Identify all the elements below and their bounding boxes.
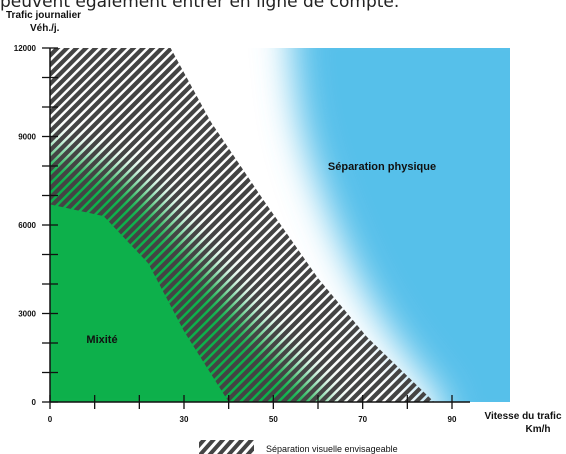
hatch-stripe (0, 40, 37, 440)
y-tick-label: 12000 (14, 44, 37, 53)
hatch-stripe (540, 40, 566, 440)
legend-hatch-stripe (207, 440, 226, 454)
hatch-stripe (0, 40, 18, 440)
hatch-stripe (329, 48, 435, 402)
x-axis-ticks: 0 30 50 70 90 (48, 395, 457, 424)
hatch-stripe (243, 48, 435, 402)
hatch-stripe (50, 48, 191, 402)
x-tick-label: 70 (358, 415, 367, 424)
x-tick-label: 90 (448, 415, 457, 424)
hatch-stripe (511, 40, 566, 440)
hatch-stripe (50, 48, 162, 402)
legend-label: Séparation visuelle envisageable (266, 444, 398, 454)
hatch-stripe (319, 48, 435, 402)
hatch-stripe (50, 48, 172, 402)
hatch-stripe (50, 48, 248, 402)
legend-swatch-hatched (180, 438, 254, 454)
hatch-stripe (50, 48, 210, 402)
plot-area (0, 40, 566, 440)
y-tick-label: 3000 (18, 310, 36, 319)
hatch-stripe (300, 48, 435, 402)
page-header-text: peuvent également entrer en ligne de com… (0, 0, 400, 12)
hatch-stripe (559, 40, 566, 440)
hatch-stripe (253, 48, 435, 402)
hatch-stripe (50, 48, 143, 402)
hatch-stripe (234, 48, 435, 402)
hatch-stripe (310, 48, 435, 402)
y-axis-ticks: 0 3000 6000 9000 12000 (14, 44, 58, 407)
x-tick-label: 30 (180, 415, 189, 424)
hatch-stripe (50, 48, 229, 402)
y-tick-label: 9000 (18, 133, 36, 142)
legend-hatch-stripe (245, 444, 254, 454)
hatch-stripe (50, 48, 134, 402)
legend-hatch-stripe (199, 440, 207, 449)
x-axis-title-line2: Km/h (526, 424, 551, 435)
y-tick-label: 0 (32, 398, 37, 407)
legend-hatch-stripe (226, 440, 245, 454)
hatch-stripe (262, 48, 435, 402)
hatch-stripe (0, 40, 47, 440)
hatch-stripe (291, 48, 435, 402)
hatch-stripe (50, 48, 181, 402)
legend-hatch-stripe (217, 440, 235, 454)
x-axis-title-line1: Vitesse du trafic (484, 411, 562, 422)
y-axis-title-line2: Véh./j. (30, 23, 60, 34)
hatch-stripe (549, 40, 566, 440)
legend: Séparation visuelle envisageable (180, 438, 398, 454)
hatch-stripe (50, 48, 219, 402)
y-tick-label: 6000 (18, 221, 36, 230)
hatch-stripe (502, 40, 566, 440)
legend-hatch-stripe (180, 438, 196, 454)
x-tick-label: 0 (48, 415, 53, 424)
hatch-stripe (521, 40, 566, 440)
hatch-stripe (50, 48, 238, 402)
hatch-stripe (281, 48, 435, 402)
legend-hatch-stripe (236, 440, 254, 454)
hatch-stripe (0, 40, 9, 440)
hatch-stripe (50, 48, 153, 402)
region-label-separation-physique: Séparation physique (328, 161, 436, 173)
region-separation-physique (291, 48, 510, 402)
hatch-stripe (50, 48, 200, 402)
hatch-stripe (272, 48, 435, 402)
legend-hatch-stripe (199, 440, 216, 454)
y-axis-title-line1: Trafic journalier (6, 10, 81, 21)
hatch-stripe (530, 40, 566, 440)
hatch-stripe (50, 48, 58, 402)
region-label-mixite: Mixité (86, 334, 117, 346)
x-tick-label: 50 (269, 415, 278, 424)
hatch-stripe (0, 40, 28, 440)
